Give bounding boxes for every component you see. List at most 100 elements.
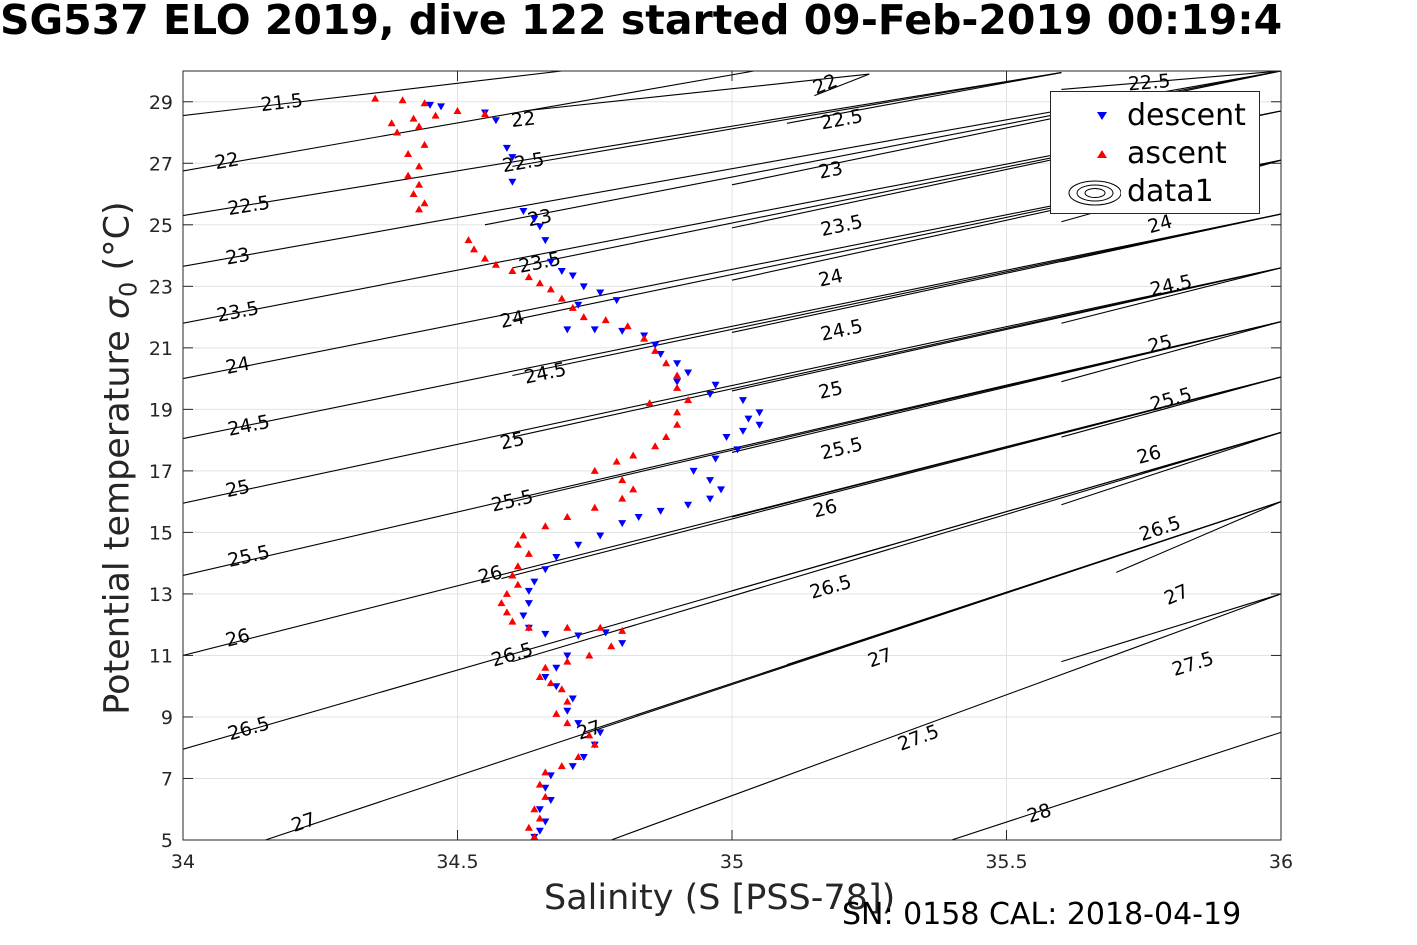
y-tick-label: 5: [161, 830, 173, 852]
contour-line: [1061, 376, 1281, 438]
descent-point: [546, 772, 555, 780]
ascent-point: [480, 254, 489, 262]
ascent-point: [497, 599, 506, 607]
ascent-point: [420, 99, 429, 107]
descent-point: [530, 215, 539, 223]
ascent-point: [387, 119, 396, 127]
descent-point: [618, 327, 627, 335]
descent-point: [596, 289, 605, 297]
ascent-point: [651, 442, 660, 450]
ascent-point: [541, 663, 550, 671]
contour-line: [786, 71, 1062, 124]
contour-line: [512, 431, 1281, 663]
ascent-point: [557, 762, 566, 770]
ascent-point: [524, 273, 533, 281]
contour-line: [1116, 501, 1281, 573]
ascent-point: [535, 672, 544, 680]
ascent-point: [530, 805, 539, 813]
ascent-point: [409, 190, 418, 198]
ascent-point: [420, 140, 429, 148]
contour-line: [512, 71, 1062, 167]
y-axis-label-main: Potential temperature: [97, 319, 138, 715]
ascent-point: [684, 396, 693, 404]
descent-point: [426, 101, 435, 109]
ascent-point: [546, 285, 555, 293]
ascent-point: [541, 768, 550, 776]
contour-line: [183, 213, 1281, 440]
x-tick-label: 36: [1269, 851, 1293, 873]
chart-title: SG537 ELO 2019, dive 122 started 09-Feb-…: [0, 0, 1283, 44]
descent-point: [530, 578, 539, 586]
ascent-point: [629, 485, 638, 493]
ascent-point: [502, 608, 511, 616]
legend-label-data1: data1: [1127, 174, 1214, 209]
descent-point: [541, 673, 550, 681]
ascent-point: [618, 494, 627, 502]
descent-point: [519, 612, 528, 620]
contour-line: [183, 71, 562, 117]
descent-point: [535, 827, 544, 835]
x-tick-label: 35: [720, 851, 744, 873]
descent-point: [557, 267, 566, 275]
contour-line: [1061, 431, 1281, 506]
ascent-point: [420, 199, 429, 207]
contour-line: [731, 71, 1281, 186]
descent-point: [755, 421, 764, 429]
contour-line: [814, 73, 870, 97]
ascent-point: [513, 562, 522, 570]
footer-serial-cal: SN: 0158 CAL: 2018-04-19: [842, 897, 1242, 932]
contour-label: 23: [817, 157, 845, 183]
descent-point: [574, 720, 583, 728]
descent-point: [579, 283, 588, 291]
descent-point: [563, 652, 572, 660]
contour-label: 22: [510, 107, 536, 131]
descent-point: [524, 587, 533, 595]
y-tick-label: 11: [149, 645, 173, 667]
contour-label: 24: [224, 353, 252, 379]
x-axis-label: Salinity (S [PSS-78]): [544, 878, 896, 918]
contour-label: 23: [224, 244, 252, 270]
y-axis-label-symbol: σ: [97, 296, 138, 320]
descent-point: [546, 797, 555, 805]
descent-point: [563, 326, 572, 334]
descent-point: [546, 258, 555, 266]
descent-point: [651, 341, 660, 349]
y-tick-label: 15: [149, 522, 173, 544]
contour-line: [786, 501, 1281, 666]
descent-point: [524, 600, 533, 608]
descent-point: [508, 178, 517, 186]
y-tick-label: 23: [149, 276, 173, 298]
contour-label: 24: [817, 265, 845, 292]
ascent-point: [601, 316, 610, 324]
descent-point: [508, 154, 517, 162]
descent-point: [733, 446, 742, 454]
descent-point: [437, 103, 446, 111]
descent-point: [612, 297, 621, 305]
contour-label: 25: [817, 377, 845, 404]
ascent-point: [563, 657, 572, 665]
descent-point: [596, 532, 605, 540]
contour-line: [611, 593, 1281, 840]
ascent-point: [585, 731, 594, 739]
descent-point: [673, 378, 682, 386]
ascent-point: [563, 513, 572, 521]
contour-line: [183, 71, 755, 172]
ascent-point: [535, 780, 544, 788]
ascent-point: [640, 334, 649, 342]
y-tick-label: 19: [149, 399, 173, 421]
descent-point: [563, 707, 572, 715]
ascent-point: [371, 94, 380, 102]
ascent-point: [513, 580, 522, 588]
y-tick-label: 29: [149, 92, 173, 114]
ascent-point: [508, 571, 517, 579]
descent-point: [601, 629, 610, 637]
ascent-point: [590, 466, 599, 474]
ascent-point: [618, 476, 627, 484]
descent-point: [684, 501, 693, 509]
contour-line: [183, 71, 1062, 217]
contour-line: [523, 73, 870, 112]
ascent-point: [612, 457, 621, 465]
descent-point: [552, 554, 561, 562]
ascent-point: [662, 359, 671, 367]
ascent-point: [524, 549, 533, 557]
